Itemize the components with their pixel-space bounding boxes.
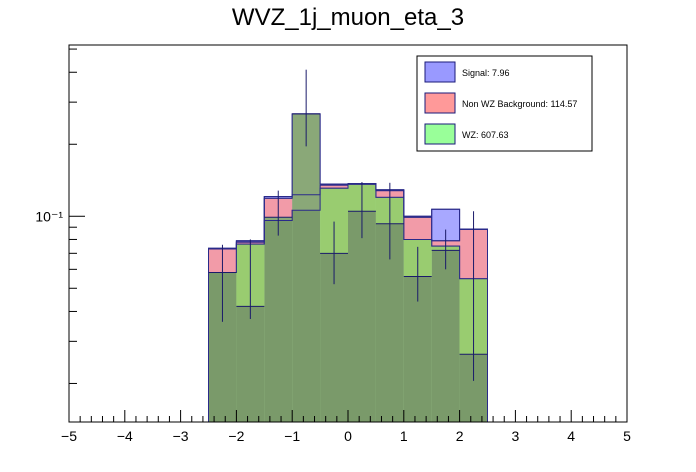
x-tick-label: 4 bbox=[567, 428, 575, 444]
axes-layer: −5 −4 −3 −2 −1 0 1 2 3 4 5 10⁻¹ bbox=[35, 44, 631, 444]
overlap-bar bbox=[431, 250, 460, 422]
legend: Signal: 7.96 Non WZ Background: 114.57 WZ:… bbox=[416, 55, 593, 152]
x-tick-label: −2 bbox=[228, 428, 244, 444]
x-tick-label: 2 bbox=[456, 428, 464, 444]
x-tick-label: 5 bbox=[623, 428, 631, 444]
overlap-bar bbox=[348, 211, 376, 422]
legend-label: Signal: 7.96 bbox=[462, 68, 510, 78]
y-tick-label: 10⁻¹ bbox=[35, 208, 63, 224]
legend-swatch bbox=[424, 92, 456, 114]
legend-swatch bbox=[424, 123, 456, 145]
x-tick-label: 0 bbox=[344, 428, 352, 444]
x-tick-label: −4 bbox=[117, 428, 133, 444]
overlap-bar bbox=[292, 210, 321, 422]
overlap-bar bbox=[264, 220, 293, 422]
overlap-bar bbox=[236, 306, 265, 422]
x-tick-label: −3 bbox=[173, 428, 189, 444]
histogram-layer bbox=[208, 113, 488, 422]
legend-label: WZ: 607.63 bbox=[462, 130, 509, 140]
data-points-layer bbox=[208, 69, 488, 381]
x-tick-label: −5 bbox=[61, 428, 77, 444]
x-tick-label: 3 bbox=[512, 428, 520, 444]
chart-title: WVZ_1j_muon_eta_3 bbox=[231, 4, 465, 31]
legend-label: Non WZ Background: 114.57 bbox=[462, 99, 577, 109]
x-tick-label: −1 bbox=[284, 428, 300, 444]
x-tick-label: 1 bbox=[400, 428, 408, 444]
legend-swatch bbox=[424, 61, 456, 83]
